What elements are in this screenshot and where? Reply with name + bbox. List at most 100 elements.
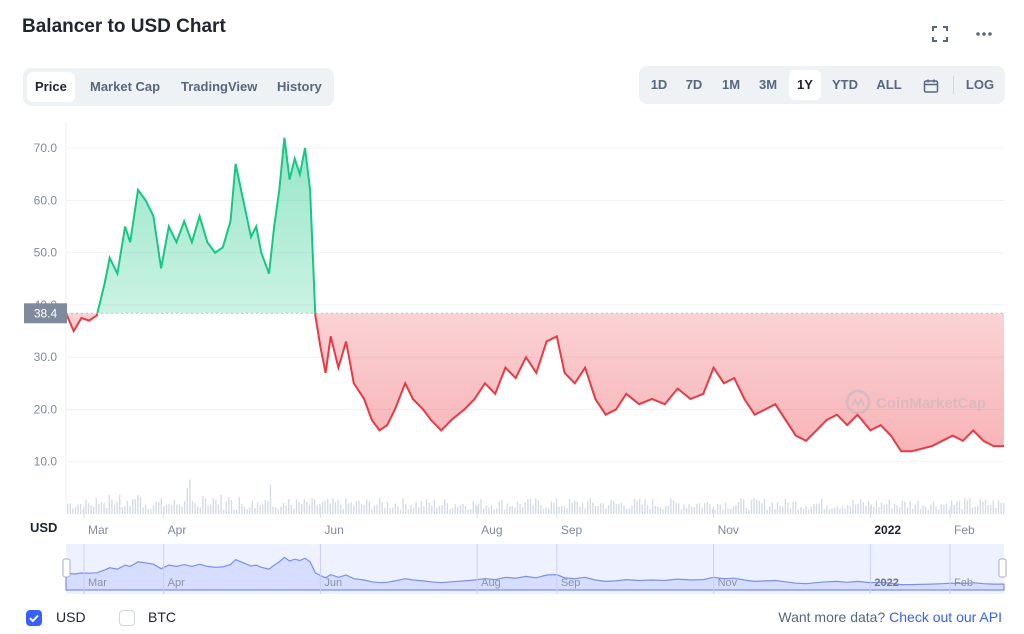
range-navigator[interactable]: Mar Apr Jun Aug Sep Nov 2022 Feb: [62, 544, 1007, 594]
volume-bar: [899, 507, 901, 514]
volume-bar: [665, 505, 667, 514]
chart-type-tabs: Price Market Cap TradingView History: [23, 68, 334, 106]
volume-bar: [189, 479, 191, 514]
volume-bar: [524, 502, 526, 514]
volume-bar: [384, 508, 386, 514]
navigator-right-handle[interactable]: [998, 558, 1007, 578]
range-1m[interactable]: 1M: [721, 77, 741, 92]
volume-bar: [246, 509, 248, 514]
volume-bar: [680, 509, 682, 514]
tab-market-cap[interactable]: Market Cap: [90, 79, 161, 94]
api-link[interactable]: Check out our API: [889, 609, 1002, 625]
volume-bar: [142, 507, 144, 514]
volume-bar: [880, 502, 883, 514]
volume-bar: [685, 508, 688, 514]
baseline-badge-label: 38.4: [34, 306, 58, 320]
volume-bar: [828, 509, 831, 514]
volume-bar: [958, 500, 961, 514]
range-7d[interactable]: 7D: [685, 77, 703, 92]
volume-bar: [376, 504, 378, 514]
volume-bar: [72, 508, 74, 514]
volume-bar: [691, 506, 693, 514]
api-promo: Want more data? Check out our API: [778, 609, 1002, 625]
price-chart[interactable]: 10.020.030.040.050.060.070.038.4 MarAprJ…: [0, 110, 1024, 600]
volume-bar: [579, 506, 581, 514]
volume-bar: [1003, 502, 1005, 514]
log-toggle[interactable]: LOG: [965, 77, 995, 92]
volume-bar: [202, 495, 204, 514]
volume-bar: [602, 503, 604, 514]
volume-bar: [761, 503, 763, 514]
volume-bar: [727, 508, 729, 514]
navigator-tick-label: 2022: [874, 577, 898, 589]
volume-bar: [927, 510, 929, 514]
volume-bar: [745, 508, 747, 514]
volume-bar: [649, 509, 651, 514]
volume-bar: [171, 504, 173, 514]
volume-bar: [909, 501, 911, 514]
volume-bar: [574, 500, 576, 514]
volume-bar: [223, 509, 225, 514]
range-all[interactable]: ALL: [876, 77, 902, 92]
volume-bar: [808, 509, 810, 514]
volume-bar: [243, 506, 246, 514]
navigator-tick-label: Jun: [324, 577, 342, 589]
volume-bar: [173, 499, 175, 514]
tab-history[interactable]: History: [277, 79, 322, 94]
volume-bar: [719, 504, 721, 514]
volume-bar: [841, 506, 844, 514]
volume-bar: [121, 507, 123, 514]
range-1y[interactable]: 1Y: [789, 70, 821, 100]
volume-bar: [366, 499, 368, 514]
volume-bar: [724, 502, 727, 514]
price-line-up: [66, 137, 317, 314]
volume-bar: [995, 508, 997, 514]
range-3m[interactable]: 3M: [758, 77, 778, 92]
fullscreen-icon[interactable]: [928, 24, 952, 48]
btc-checkbox[interactable]: [119, 610, 135, 626]
more-options-icon[interactable]: [972, 24, 996, 48]
volume-bar: [397, 506, 399, 514]
volume-bar: [431, 505, 433, 514]
tab-tradingview[interactable]: TradingView: [181, 79, 258, 94]
volume-bar: [272, 506, 274, 514]
volume-bar: [553, 502, 555, 514]
volume-bar: [176, 504, 178, 514]
navigator-left-handle[interactable]: [62, 558, 71, 578]
volume-bar: [535, 498, 537, 514]
volume-bar: [704, 503, 706, 514]
range-ytd[interactable]: YTD: [832, 77, 858, 92]
volume-bar: [85, 499, 87, 514]
volume-bar: [860, 499, 862, 514]
volume-bar: [787, 502, 789, 514]
volume-bar: [103, 503, 105, 514]
volume-bar: [485, 505, 487, 514]
volume-bar: [275, 507, 277, 514]
volume-bar: [548, 508, 550, 514]
navigator-tick-label: Feb: [954, 577, 973, 589]
volume-bar: [407, 509, 409, 514]
volume-bar: [301, 504, 303, 514]
range-1d[interactable]: 1D: [650, 77, 668, 92]
volume-bar: [951, 500, 953, 514]
volume-bar: [415, 502, 417, 514]
volume-bar: [363, 504, 365, 514]
volume-bar: [982, 501, 984, 514]
volume-bar: [722, 510, 724, 514]
x-tick-label: Mar: [88, 523, 109, 537]
volume-bar: [990, 505, 992, 514]
volume-bar: [444, 499, 446, 514]
navigator-series: [65, 556, 1005, 591]
volume-bar: [919, 509, 922, 514]
volume-bar: [194, 503, 196, 514]
calendar-icon[interactable]: [917, 70, 945, 100]
volume-bar: [329, 503, 331, 514]
volume-bar: [425, 499, 428, 514]
volume-bar: [631, 505, 633, 514]
usd-checkbox[interactable]: [26, 610, 42, 626]
volume-bar: [311, 498, 313, 514]
volume-bar: [210, 504, 212, 514]
tab-price[interactable]: Price: [27, 72, 75, 102]
volume-bar: [98, 504, 100, 514]
volume-bar: [423, 506, 425, 514]
